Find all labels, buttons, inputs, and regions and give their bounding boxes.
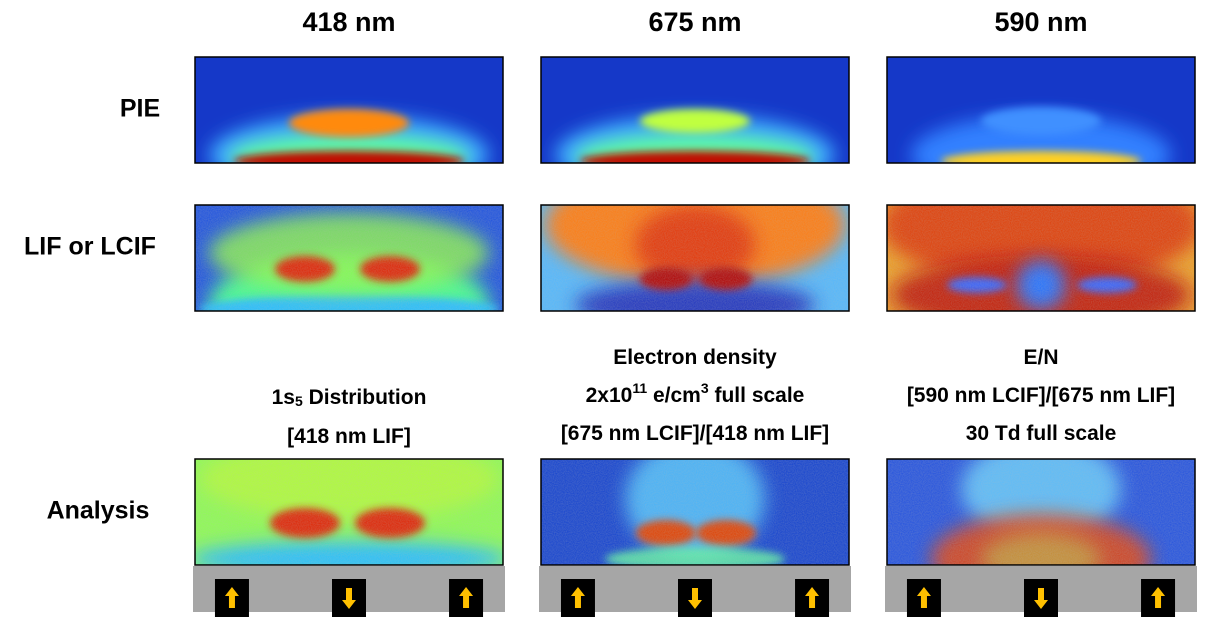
intensity-region	[911, 115, 1171, 163]
image-content	[887, 57, 1195, 163]
image-border	[886, 458, 1196, 566]
intensity-region	[580, 151, 810, 163]
arrow	[916, 587, 931, 608]
image-border	[886, 204, 1196, 312]
arrow	[224, 587, 239, 608]
image-content	[541, 459, 849, 565]
image-border	[540, 56, 850, 164]
caption-text: E/N	[1023, 346, 1058, 369]
image-content	[541, 57, 849, 163]
arrow	[1034, 588, 1048, 609]
image-content	[887, 459, 1195, 565]
arrow	[342, 588, 356, 609]
image-border	[540, 458, 850, 566]
intensity-region	[640, 109, 750, 133]
caption-text: full scale	[709, 384, 805, 407]
image-content	[541, 205, 849, 311]
caption-line: 2x1011 e/cm3 full scale	[586, 380, 805, 406]
caption-text: 11	[632, 380, 647, 396]
column-header: 418 nm	[302, 7, 395, 37]
caption-text: 5	[295, 393, 303, 409]
arrow	[459, 587, 474, 608]
row-label: PIE	[120, 95, 160, 123]
noise	[541, 205, 849, 311]
image-panel	[886, 458, 1196, 566]
caption-text: 3	[701, 380, 709, 396]
image-content	[887, 205, 1195, 311]
arrow	[1151, 587, 1166, 608]
image-panel	[540, 458, 850, 566]
image-border	[194, 56, 504, 164]
caption-line: [590 nm LCIF]/[675 nm LIF]	[907, 384, 1175, 407]
caption-line: Electron density	[613, 346, 777, 369]
caption-line: [418 nm LIF]	[287, 425, 411, 448]
noise	[195, 459, 503, 565]
row-label: LIF or LCIF	[24, 233, 156, 261]
caption-text: [675 nm LCIF]/[418 nm LIF]	[561, 422, 829, 445]
arrow	[805, 587, 820, 608]
intensity-region	[981, 107, 1101, 135]
row-label: Analysis	[47, 497, 150, 525]
image-content	[195, 459, 503, 565]
caption-line: E/N	[1023, 346, 1058, 369]
caption-text: [418 nm LIF]	[287, 425, 411, 448]
caption-line: [675 nm LCIF]/[418 nm LIF]	[561, 422, 829, 445]
caption-text: 30 Td full scale	[966, 422, 1117, 445]
caption-line: 1s5 Distribution	[272, 386, 427, 409]
intensity-region	[234, 151, 464, 163]
image-content	[195, 205, 503, 311]
caption-text: e/cm	[647, 384, 701, 407]
noise	[887, 205, 1195, 311]
intensity-region	[289, 109, 409, 137]
caption-text: 1s	[272, 386, 295, 409]
caption-line: 30 Td full scale	[966, 422, 1117, 445]
arrow	[570, 587, 585, 608]
column-header: 590 nm	[994, 7, 1087, 37]
noise	[195, 205, 503, 311]
caption-text: [590 nm LCIF]/[675 nm LIF]	[907, 384, 1175, 407]
image-border	[194, 458, 504, 566]
image-panel	[540, 204, 850, 312]
arrow	[688, 588, 702, 609]
image-border	[194, 204, 504, 312]
image-panel	[886, 56, 1196, 164]
image-panel	[194, 56, 504, 164]
image-panel	[194, 204, 504, 312]
caption-text: Electron density	[613, 346, 777, 369]
column-header: 675 nm	[648, 7, 741, 37]
image-panel	[886, 204, 1196, 312]
image-panel	[194, 458, 504, 566]
noise	[887, 459, 1195, 565]
intensity-region	[941, 151, 1141, 163]
image-border	[886, 56, 1196, 164]
image-content	[195, 57, 503, 163]
caption-text: 2x10	[586, 384, 633, 407]
noise	[541, 459, 849, 565]
caption-text: Distribution	[303, 386, 427, 409]
image-border	[540, 204, 850, 312]
image-panel	[540, 56, 850, 164]
